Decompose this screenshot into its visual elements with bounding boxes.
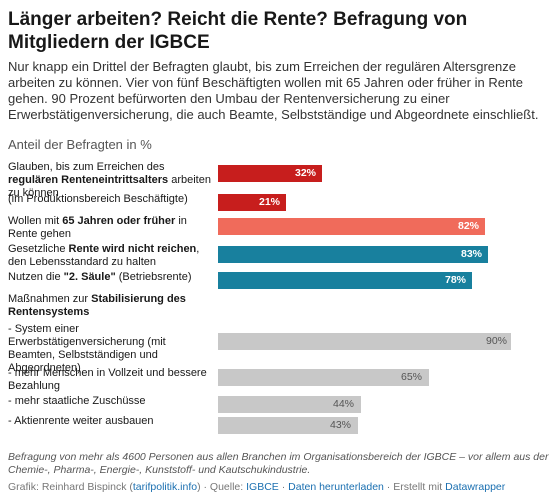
bar-label-part: - Aktienrente weiter ausbauen [8,415,154,427]
bar-label: Nutzen die "2. Säule" (Betriebsrente) [8,271,214,284]
bar-label-part: (im Produktionsbereich Beschäftigte) [8,193,188,205]
bar-label: - Aktienrente weiter ausbauen [8,415,214,428]
bar-label: - mehr staatliche Zuschüsse [8,395,214,408]
bar-label-part: - mehr Menschen in Vollzeit und bessere … [8,367,207,392]
bar-label-part: - System einer Erwerbstätigenversicherun… [8,323,166,374]
credits-graphic-prefix: Grafik: Reinhard Bispinck ( [8,481,133,493]
bar-value-label: 43% [330,419,352,431]
bar [218,417,358,434]
bar-label-part: regulären Renteneintrittsalters [8,174,169,186]
source-link[interactable]: IGBCE [246,481,279,493]
credits-source-prefix: ) · Quelle: [197,481,247,493]
bar-label: Maßnahmen zur Stabilisierung des Rentens… [8,293,214,319]
bar-value-label: 44% [333,398,355,410]
bar-value-label: 82% [458,220,480,232]
bar-label: Wollen mit 65 Jahren oder früher in Rent… [8,215,214,241]
bar [218,272,472,289]
bar-label-part: 65 Jahren oder früher [62,215,176,227]
bar-label-part: Rente wird nicht reichen [68,243,197,255]
download-data-link[interactable]: Daten herunterladen [288,481,384,493]
bar-label: - mehr Menschen in Vollzeit und bessere … [8,367,214,393]
chart-subtitle: Anteil der Befragten in % [8,137,152,152]
bar [218,165,322,182]
bar-value-label: 32% [295,167,317,179]
bar-label-part: Gesetzliche [8,243,69,255]
datawrapper-link[interactable]: Datawrapper [445,481,506,493]
bar-label-part: Maßnahmen zur [8,293,92,305]
bar-label-part: - mehr staatliche Zuschüsse [8,395,146,407]
bar-label: (im Produktionsbereich Beschäftigte) [8,193,214,206]
bar-label: Glauben, bis zum Erreichen des regulären… [8,161,214,200]
bar-label-part: Glauben, bis zum Erreichen des [8,161,165,173]
bar [218,194,286,211]
bar-value-label: 83% [461,248,483,260]
bar-label-part: in Rente gehen [8,215,187,240]
chart-credits: Grafik: Reinhard Bispinck (tarifpolitik.… [8,481,552,494]
bar-label-part: Nutzen die [8,271,64,283]
bar [218,369,429,386]
chart-intro: Nur knapp ein Drittel der Befragten glau… [8,59,539,122]
bar [218,246,488,263]
bar-label-part: , den Lebensstandard zu halten [8,243,200,268]
bar [218,333,511,350]
bar-label: - System einer Erwerbstätigenversicherun… [8,323,214,375]
bar-label: Gesetzliche Rente wird nicht reichen, de… [8,243,214,269]
bar-value-label: 90% [486,335,508,347]
bar-label-part: "2. Säule" [63,271,116,283]
chart-title: Länger arbeiten? Reicht die Rente? Befra… [8,9,468,53]
bar-label-part: Wollen mit [8,215,63,227]
bar-value-label: 21% [259,196,281,208]
bar-label-part: Stabilisierung des Rentensystems [8,293,186,318]
graphic-author-link[interactable]: tarifpolitik.info [132,481,198,493]
chart-footnote: Befragung von mehr als 4600 Personen aus… [8,451,549,476]
bar [218,218,485,235]
bar-label-part: (Betriebsrente) [115,271,192,283]
bar-value-label: 78% [445,274,467,286]
credits-tool-prefix: · Erstellt mit [383,481,446,493]
credits-separator: · [278,481,289,493]
bar-label-part: arbeiten zu können [8,174,211,199]
bar-value-label: 65% [401,371,423,383]
bar [218,396,361,413]
